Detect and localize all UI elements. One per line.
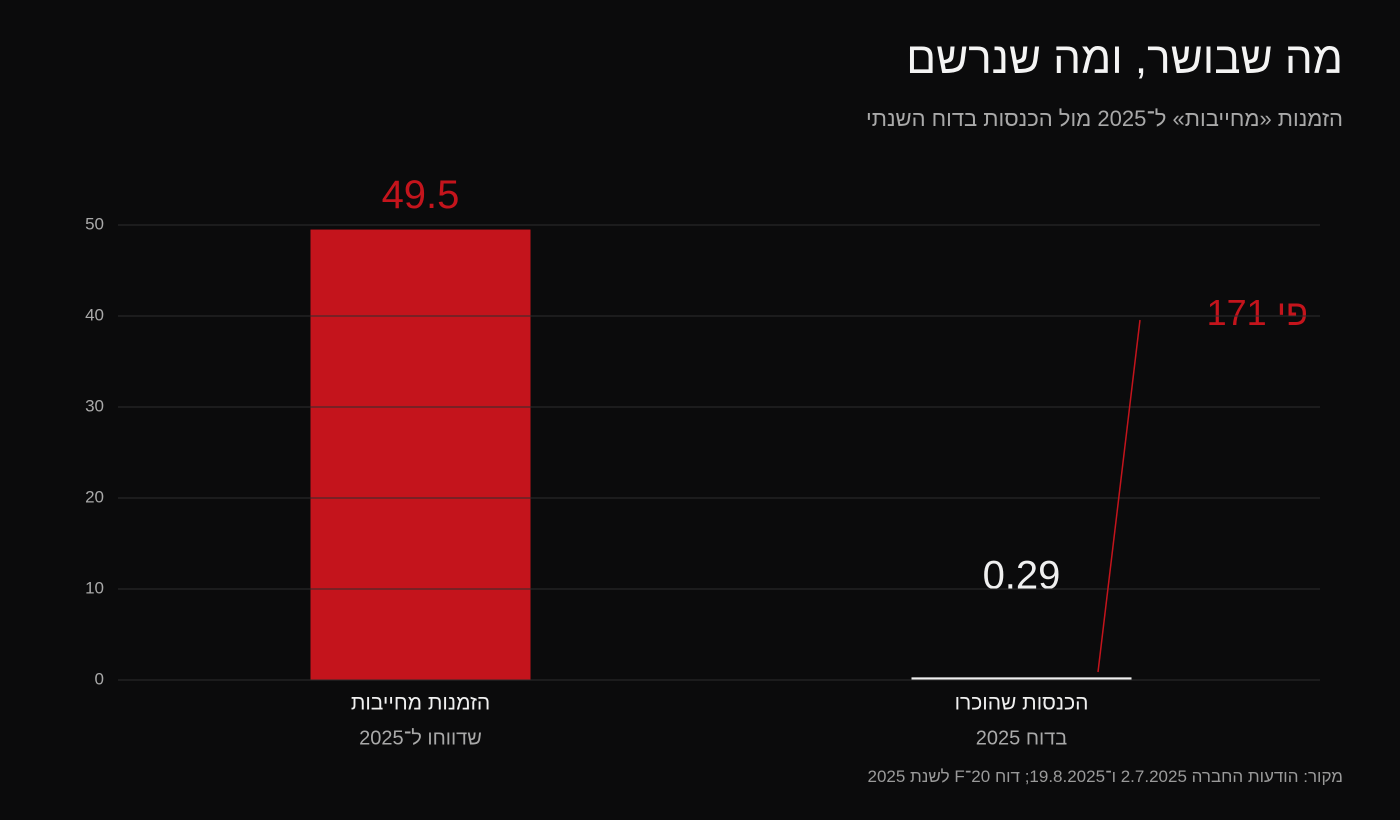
x-tick-label: הכנסות שהוכרו — [955, 692, 1089, 715]
chart-title: מה שבושר, ומה שנרשם — [906, 34, 1343, 83]
y-tick-label: 0 — [95, 669, 104, 688]
bar — [911, 677, 1132, 680]
x-tick-sublabel: בדוח 2025 — [976, 727, 1068, 749]
value-label: 0.29 — [983, 554, 1061, 598]
y-tick-label: 40 — [85, 305, 104, 324]
x-tick-label: הזמנות מחייבות — [351, 692, 490, 715]
y-tick-label: 20 — [85, 487, 104, 506]
annotation-line — [1097, 319, 1141, 673]
y-tick-label: 30 — [85, 396, 104, 415]
bar — [310, 229, 531, 681]
source-note: מקור: הודעות החברה 2.7.2025 ו־19.8.2025;… — [867, 767, 1344, 786]
value-label: 49.5 — [382, 173, 460, 217]
y-tick-label: 50 — [85, 214, 104, 233]
annotation: פי 171 — [1206, 292, 1308, 333]
y-tick-label: 10 — [85, 578, 104, 597]
x-tick-sublabel: שדווחו ל־2025 — [359, 727, 482, 749]
chart-subtitle: הזמנות «מחייבות» ל־2025 מול הכנסות בדוח … — [866, 106, 1343, 131]
